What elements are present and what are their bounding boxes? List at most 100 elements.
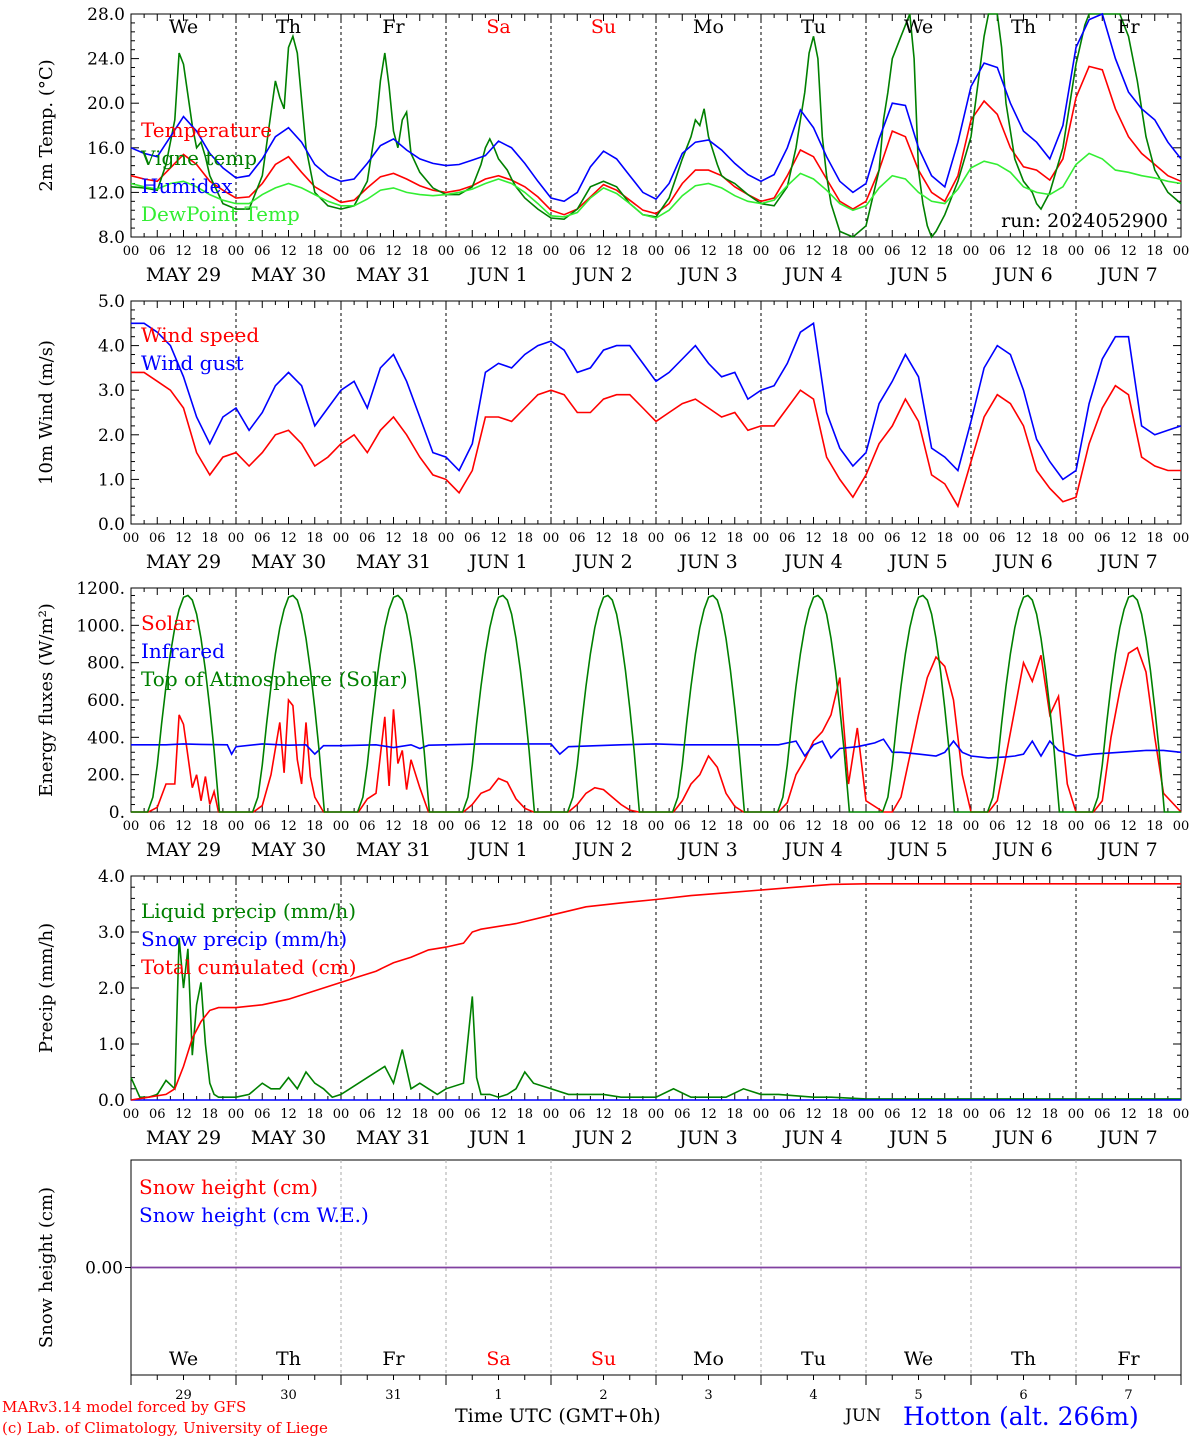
hour-tick-label: 12 [1015, 244, 1032, 259]
date-label: MAY 31 [356, 264, 431, 286]
legend-entry: Humidex [141, 174, 233, 198]
series-line-wind-gust [131, 321, 1182, 481]
date-label: JUN 3 [677, 264, 737, 286]
hour-tick-label: 18 [411, 819, 428, 834]
date-label: MAY 30 [251, 1127, 326, 1149]
hour-tick-label: 12 [490, 244, 507, 259]
hour-tick-label: 06 [569, 244, 586, 259]
hour-tick-label: 00 [963, 531, 980, 546]
hour-tick-label: 00 [438, 531, 455, 546]
date-label: JUN 2 [572, 264, 632, 286]
hour-tick-label: 18 [306, 531, 323, 546]
day-number-label: 1 [494, 1388, 502, 1403]
series-line-total-cumulated-cm- [130, 882, 1181, 1101]
y-tick-label: 4.0 [98, 867, 125, 887]
hour-tick-label: 06 [884, 531, 901, 546]
hour-tick-label: 12 [385, 244, 402, 259]
weekday-label: Sa [486, 16, 510, 38]
weekday-label: Su [591, 1348, 616, 1370]
date-label: JUN 1 [467, 551, 527, 573]
hour-tick-label: 12 [595, 1107, 612, 1122]
hour-tick-label: 12 [595, 244, 612, 259]
hour-tick-label: 00 [438, 1107, 455, 1122]
date-label: JUN 2 [572, 1127, 632, 1149]
hour-tick-label: 00 [123, 531, 140, 546]
legend-entry: Infrared [141, 639, 225, 663]
weekday-label: Mo [693, 1348, 724, 1370]
date-label: JUN 1 [467, 839, 527, 861]
weekday-label: Fr [1117, 1348, 1140, 1370]
hour-tick-label: 18 [936, 819, 953, 834]
footer-xlabel: Time UTC (GMT+0h) [455, 1405, 661, 1427]
hour-tick-label: 12 [175, 244, 192, 259]
hour-tick-label: 18 [1041, 531, 1058, 546]
y-tick-label: 0.00 [85, 1259, 123, 1279]
footer-month: JUN [845, 1406, 882, 1426]
date-label: MAY 29 [146, 551, 221, 573]
hour-tick-label: 06 [989, 531, 1006, 546]
legend-entry: Snow height (cm W.E.) [139, 1203, 369, 1227]
series-line-temperature [130, 65, 1182, 216]
legend-entry: Total cumulated (cm) [141, 955, 357, 979]
series-line-infrared [131, 738, 1182, 760]
date-label: JUN 3 [677, 1127, 737, 1149]
weekday-label: We [904, 1348, 933, 1370]
hour-tick-label: 06 [149, 244, 166, 259]
hour-tick-label: 00 [1173, 531, 1190, 546]
y-tick-label: 0.0 [98, 1091, 125, 1111]
footer-station: Hotton (alt. 266m) [903, 1402, 1139, 1431]
hour-tick-label: 12 [805, 244, 822, 259]
hour-tick-label: 00 [543, 819, 560, 834]
hour-tick-label: 18 [411, 1107, 428, 1122]
hour-tick-label: 12 [910, 1107, 927, 1122]
hour-tick-label: 00 [753, 244, 770, 259]
hour-tick-label: 18 [516, 819, 533, 834]
hour-tick-label: 00 [1173, 819, 1190, 834]
hour-tick-label: 06 [359, 819, 376, 834]
hour-tick-label: 12 [1120, 531, 1137, 546]
date-label: JUN 6 [992, 1127, 1052, 1149]
weekday-label: Fr [1117, 16, 1140, 38]
hour-tick-label: 18 [201, 1107, 218, 1122]
hour-tick-label: 18 [831, 1107, 848, 1122]
legend-entry: Snow precip (mm/h) [141, 927, 347, 951]
weekday-label: Tu [801, 1348, 826, 1370]
hour-tick-label: 12 [280, 819, 297, 834]
hour-tick-label: 18 [1146, 1107, 1163, 1122]
hour-tick-label: 06 [569, 819, 586, 834]
hour-tick-label: 00 [1173, 1107, 1190, 1122]
legend-entry: DewPoint Temp [141, 202, 300, 226]
hour-tick-label: 12 [910, 244, 927, 259]
hour-tick-label: 00 [858, 531, 875, 546]
y-tick-label: 4.0 [98, 337, 125, 357]
hour-tick-label: 06 [1094, 1107, 1111, 1122]
hour-tick-label: 06 [569, 531, 586, 546]
hour-tick-label: 18 [1041, 1107, 1058, 1122]
hour-tick-label: 12 [595, 819, 612, 834]
day-number-label: 6 [1019, 1388, 1027, 1403]
weekday-label: Sa [486, 1348, 510, 1370]
y-tick-label: 16.0 [87, 139, 125, 159]
hour-tick-label: 00 [753, 531, 770, 546]
day-number-label: 2 [599, 1388, 607, 1403]
hour-tick-label: 00 [648, 244, 665, 259]
hour-tick-label: 06 [674, 244, 691, 259]
hour-tick-label: 00 [543, 1107, 560, 1122]
date-label: JUN 5 [887, 839, 947, 861]
date-label: MAY 30 [251, 264, 326, 286]
hour-tick-label: 00 [228, 819, 245, 834]
day-number-label: 4 [809, 1388, 817, 1403]
hour-tick-label: 12 [910, 531, 927, 546]
hour-tick-label: 18 [306, 244, 323, 259]
y-tick-label: 800. [87, 654, 125, 674]
hour-tick-label: 18 [621, 244, 638, 259]
hour-tick-label: 12 [1120, 244, 1137, 259]
series-line-wind-speed [131, 371, 1181, 509]
date-label: MAY 31 [356, 839, 431, 861]
y-tick-label: 12.0 [87, 183, 125, 203]
series-line-vigne-temp [130, 13, 1182, 239]
date-label: MAY 30 [251, 839, 326, 861]
day-number-label: 29 [175, 1388, 192, 1403]
hour-tick-label: 12 [280, 1107, 297, 1122]
date-label: JUN 3 [677, 551, 737, 573]
